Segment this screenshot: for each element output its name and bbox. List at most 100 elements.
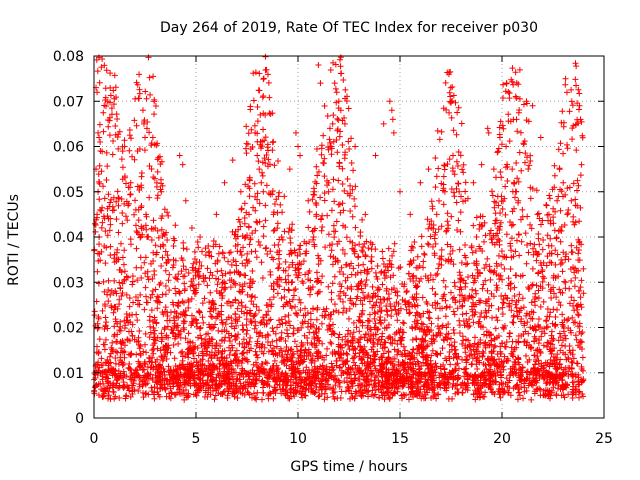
data-point [352, 183, 359, 190]
data-point [568, 294, 575, 301]
data-point [561, 278, 568, 285]
data-point [492, 210, 499, 217]
data-point [554, 365, 561, 372]
data-point [381, 396, 388, 403]
data-point [159, 182, 166, 189]
data-point [95, 392, 102, 399]
data-point [453, 361, 460, 368]
data-point [200, 319, 207, 326]
data-point [229, 299, 236, 306]
data-point [400, 343, 407, 350]
data-point [361, 267, 368, 274]
data-point [148, 384, 155, 391]
data-point [119, 280, 126, 287]
data-point [289, 221, 296, 228]
data-point [444, 218, 451, 225]
data-point [472, 247, 479, 254]
data-point [344, 274, 351, 281]
data-point [119, 254, 126, 261]
data-point [397, 326, 404, 333]
data-point [140, 394, 147, 401]
data-point [524, 368, 531, 375]
data-point [143, 293, 150, 300]
data-point [296, 296, 303, 303]
data-point [136, 383, 143, 390]
data-point [115, 202, 122, 209]
data-point [441, 162, 448, 169]
data-point [262, 245, 269, 252]
data-point [486, 342, 493, 349]
data-point [455, 353, 462, 360]
data-point [223, 316, 230, 323]
data-point [388, 307, 395, 314]
data-point [129, 278, 136, 285]
data-point [425, 225, 432, 232]
data-point [550, 214, 557, 221]
data-point [175, 271, 182, 278]
data-point [158, 226, 165, 233]
data-point [506, 303, 513, 310]
data-point [517, 318, 524, 325]
data-point [305, 346, 312, 353]
data-point [332, 85, 339, 92]
data-point [307, 286, 314, 293]
data-point [113, 290, 120, 297]
data-point [440, 105, 447, 112]
data-point [312, 375, 319, 382]
data-point [116, 279, 123, 286]
data-point [323, 305, 330, 312]
data-point [226, 351, 233, 358]
data-point [542, 391, 549, 398]
data-point [362, 331, 369, 338]
data-point [219, 292, 226, 299]
data-point [238, 252, 245, 259]
data-point [511, 284, 518, 291]
data-point [271, 376, 278, 383]
data-point [576, 328, 583, 335]
data-point [238, 350, 245, 357]
data-point [361, 386, 368, 393]
data-point [110, 309, 117, 316]
data-point [455, 180, 462, 187]
data-point [577, 301, 584, 308]
data-point [575, 86, 582, 93]
data-point [224, 371, 231, 378]
data-point [271, 384, 278, 391]
data-point [204, 348, 211, 355]
data-point [552, 261, 559, 268]
data-point [270, 286, 277, 293]
data-point [391, 331, 398, 338]
data-point [407, 258, 414, 265]
data-point [287, 322, 294, 329]
data-point [302, 271, 309, 278]
data-point [96, 79, 103, 86]
data-point [197, 357, 204, 364]
data-point [155, 234, 162, 241]
data-point [559, 108, 566, 115]
data-point [501, 353, 508, 360]
data-point [345, 337, 352, 344]
data-point [171, 317, 178, 324]
data-point [557, 227, 564, 234]
data-point [210, 237, 217, 244]
data-point [501, 265, 508, 272]
data-point [287, 235, 294, 242]
data-point [340, 290, 347, 297]
data-point [335, 351, 342, 358]
data-point [453, 131, 460, 138]
data-point [573, 267, 580, 274]
data-point [167, 395, 174, 402]
data-point [121, 268, 128, 275]
data-point [143, 226, 150, 233]
data-point [569, 395, 576, 402]
data-point [323, 370, 330, 377]
data-point [158, 176, 165, 183]
data-point [525, 166, 532, 173]
data-point [338, 264, 345, 271]
data-point [364, 293, 371, 300]
data-point [251, 180, 258, 187]
data-point [405, 270, 412, 277]
data-point [306, 267, 313, 274]
data-point [543, 202, 550, 209]
data-point [502, 343, 509, 350]
